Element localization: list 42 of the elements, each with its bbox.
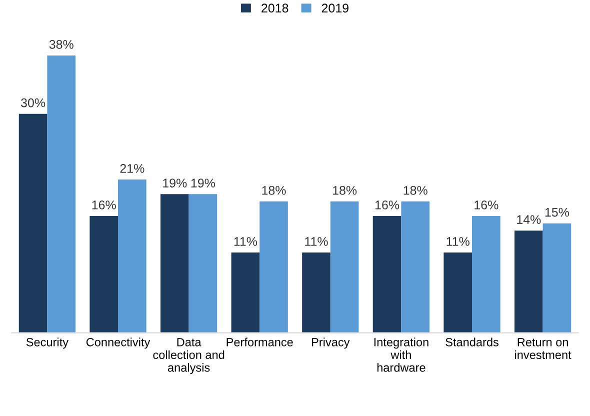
data-label: 15% [545, 208, 570, 217]
data-label: 30% [21, 98, 46, 108]
bar [330, 201, 359, 333]
bar [260, 201, 288, 333]
data-label: 11% [305, 237, 328, 246]
legend-label: 2018 [262, 4, 288, 13]
data-label: 38% [49, 40, 74, 49]
bar [542, 223, 572, 333]
bar [47, 55, 76, 333]
x-tick-label: Connectivity [86, 338, 150, 349]
bar [401, 201, 430, 333]
data-label: 18% [404, 186, 428, 195]
data-label: 21% [120, 164, 144, 173]
bar [372, 216, 402, 333]
data-label: 11% [234, 237, 258, 246]
x-tick-label: Integration with hardware [374, 338, 428, 372]
bar [118, 180, 146, 333]
bar [514, 230, 543, 333]
data-label: 14% [517, 215, 541, 224]
data-label: 16% [474, 200, 498, 210]
data-label: 19% [163, 178, 187, 188]
bar [472, 216, 500, 333]
x-tick-label: Security [26, 338, 68, 349]
legend-label: 2019 [322, 4, 348, 13]
x-tick-label: Data collection and analysis [153, 338, 224, 374]
bar [302, 252, 330, 333]
x-tick-label: Standards [446, 338, 498, 346]
bar [18, 114, 48, 333]
bar [160, 194, 189, 333]
bar [188, 194, 218, 333]
bar [231, 252, 260, 333]
x-tick-label: Privacy [312, 338, 350, 349]
data-label: 16% [92, 200, 116, 210]
x-tick-label: Return on investment [515, 338, 572, 360]
bar [444, 252, 472, 333]
data-label: 16% [375, 200, 400, 210]
x-tick-label: Performance [226, 338, 293, 346]
data-label: 18% [262, 186, 286, 195]
data-label: 19% [191, 178, 216, 188]
data-label: 18% [333, 186, 357, 195]
bar [90, 216, 118, 333]
data-label: 11% [446, 237, 470, 246]
